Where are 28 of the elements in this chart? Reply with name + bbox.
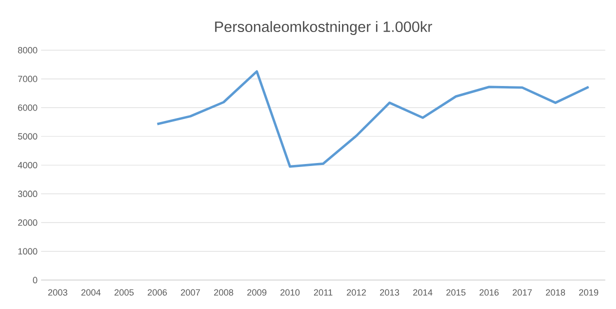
y-tick-label: 0 bbox=[32, 276, 38, 284]
line-series bbox=[156, 70, 590, 168]
x-tick-label: 2017 bbox=[512, 289, 532, 296]
y-tick-label: 5000 bbox=[18, 133, 38, 140]
x-tick-label: 2018 bbox=[546, 289, 566, 296]
x-tick-label: 2004 bbox=[81, 289, 101, 296]
x-tick-label: 2010 bbox=[280, 289, 300, 296]
y-tick-label: 1000 bbox=[18, 248, 38, 255]
y-tick-label: 7000 bbox=[18, 76, 38, 82]
x-tick-label: 2015 bbox=[446, 289, 466, 296]
y-tick-label: 4000 bbox=[18, 162, 38, 168]
x-tick-label: 2007 bbox=[180, 289, 200, 296]
x-tick-label: 2005 bbox=[114, 289, 134, 296]
x-tick-label: 2009 bbox=[247, 289, 266, 296]
x-tick-label: 2014 bbox=[413, 289, 432, 296]
chart-title: Personaleomkostninger i 1.000kr bbox=[215, 21, 432, 35]
x-tick-label: 2012 bbox=[346, 289, 366, 296]
x-tick-label: 2011 bbox=[314, 289, 332, 296]
y-tick-label: 8000 bbox=[18, 46, 38, 54]
y-tick-label: 6000 bbox=[18, 104, 38, 111]
y-tick-label: 2000 bbox=[18, 219, 38, 226]
x-tick-label: 2006 bbox=[148, 289, 167, 296]
x-tick-label: 2008 bbox=[214, 289, 234, 296]
y-tick-label: 3000 bbox=[18, 190, 38, 198]
x-tick-label: 2016 bbox=[480, 289, 499, 296]
x-tick-label: 2013 bbox=[380, 289, 400, 296]
x-tick-label: 2003 bbox=[48, 289, 68, 296]
x-tick-label: 2019 bbox=[579, 289, 598, 296]
